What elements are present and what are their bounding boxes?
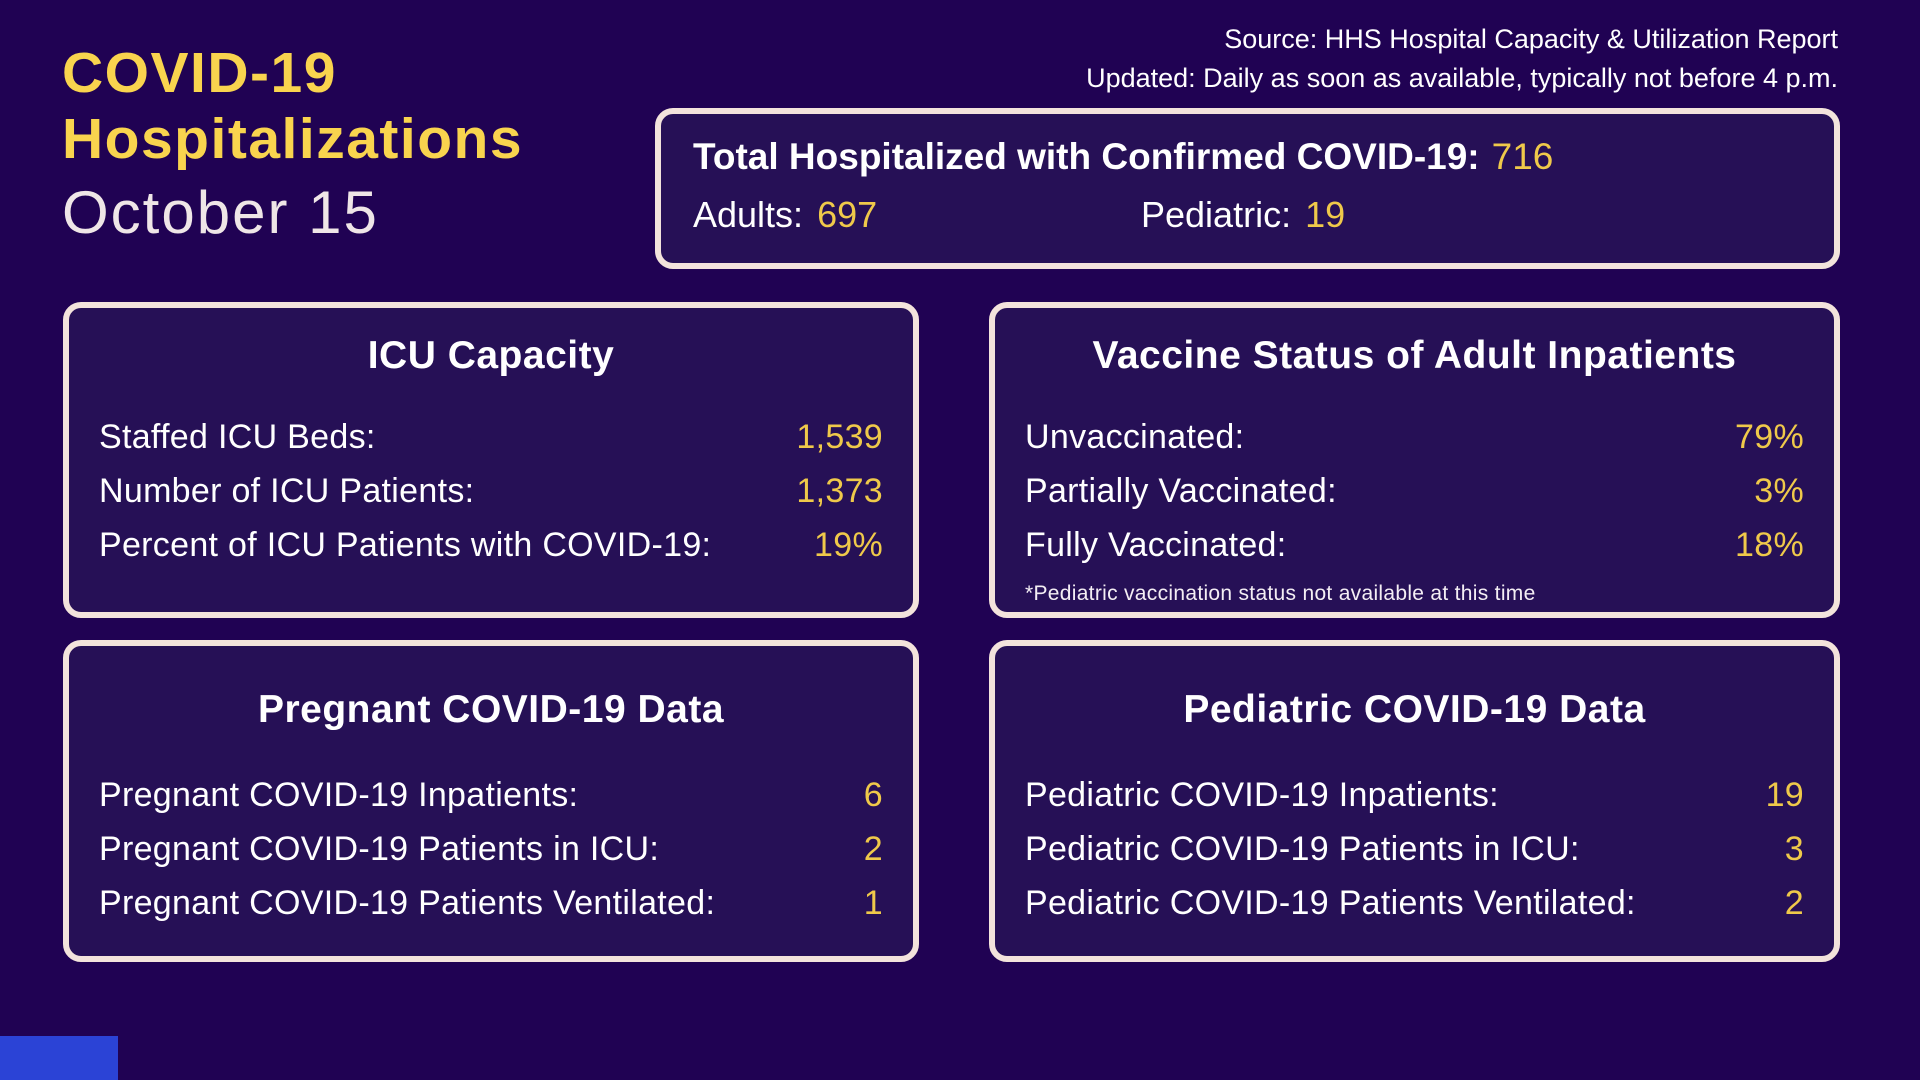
stat-row: Pediatric COVID-19 Inpatients: 19 xyxy=(1025,776,1804,830)
stat-row: Pregnant COVID-19 Patients in ICU: 2 xyxy=(99,830,883,884)
stat-label: Staffed ICU Beds: xyxy=(99,418,376,456)
stat-value: 2 xyxy=(863,830,883,868)
vaccine-panel-title: Vaccine Status of Adult Inpatients xyxy=(1092,334,1737,377)
stat-value: 1 xyxy=(863,884,883,922)
total-hospitalized-label: Total Hospitalized with Confirmed COVID-… xyxy=(693,136,1480,177)
stat-label: Pregnant COVID-19 Patients in ICU: xyxy=(99,830,660,868)
stat-row: Number of ICU Patients: 1,373 xyxy=(99,472,883,526)
stat-row: Percent of ICU Patients with COVID-19: 1… xyxy=(99,526,883,580)
stat-label: Fully Vaccinated: xyxy=(1025,526,1287,564)
stat-label: Pediatric COVID-19 Patients Ventilated: xyxy=(1025,884,1636,922)
pediatric-stat: Pediatric: 19 xyxy=(1141,194,1345,236)
stat-value: 79% xyxy=(1735,418,1804,456)
icu-panel-title: ICU Capacity xyxy=(367,334,615,377)
pediatric-value: 19 xyxy=(1305,194,1346,235)
total-hospitalized-value: 716 xyxy=(1491,136,1554,177)
stat-row: Unvaccinated: 79% xyxy=(1025,418,1804,472)
vaccine-footnote: *Pediatric vaccination status not availa… xyxy=(1025,582,1536,605)
adults-stat: Adults: 697 xyxy=(693,194,1141,236)
page-title-line2: Hospitalizations xyxy=(62,107,524,172)
stat-value: 19% xyxy=(814,526,883,564)
pediatric-data-panel: Pediatric COVID-19 Data Pediatric COVID-… xyxy=(989,640,1840,962)
stat-label: Number of ICU Patients: xyxy=(99,472,475,510)
stat-value: 6 xyxy=(863,776,883,814)
vaccine-status-panel: Vaccine Status of Adult Inpatients Unvac… xyxy=(989,302,1840,618)
stat-label: Pregnant COVID-19 Patients Ventilated: xyxy=(99,884,716,922)
stat-label: Unvaccinated: xyxy=(1025,418,1245,456)
stat-row: Pregnant COVID-19 Inpatients: 6 xyxy=(99,776,883,830)
stat-row: Pediatric COVID-19 Patients Ventilated: … xyxy=(1025,884,1804,938)
stat-row: Partially Vaccinated: 3% xyxy=(1025,472,1804,526)
page-title: COVID-19 Hospitalizations October 15 xyxy=(62,40,523,246)
adults-label: Adults: xyxy=(693,194,804,235)
stat-value: 2 xyxy=(1784,884,1804,922)
report-date: October 15 xyxy=(62,179,379,247)
pregnant-panel-title: Pregnant COVID-19 Data xyxy=(257,688,725,731)
pediatric-label: Pediatric: xyxy=(1141,194,1292,235)
stat-label: Pediatric COVID-19 Patients in ICU: xyxy=(1025,830,1580,868)
adults-value: 697 xyxy=(817,194,878,235)
page-title-line1: COVID-19 xyxy=(62,41,337,105)
stat-value: 18% xyxy=(1735,526,1804,564)
stat-row: Fully Vaccinated: 18% xyxy=(1025,526,1804,580)
stat-value: 3% xyxy=(1754,472,1804,510)
pediatric-panel-title: Pediatric COVID-19 Data xyxy=(1183,688,1646,731)
stat-label: Partially Vaccinated: xyxy=(1025,472,1337,510)
stat-row: Pediatric COVID-19 Patients in ICU: 3 xyxy=(1025,830,1804,884)
stat-value: 1,539 xyxy=(796,418,883,456)
stat-value: 3 xyxy=(1784,830,1804,868)
source-note: Source: HHS Hospital Capacity & Utilizat… xyxy=(1086,20,1838,98)
stat-label: Percent of ICU Patients with COVID-19: xyxy=(99,526,712,564)
stat-label: Pediatric COVID-19 Inpatients: xyxy=(1025,776,1499,814)
updated-line: Updated: Daily as soon as available, typ… xyxy=(1086,63,1838,94)
total-breakdown-row: Adults: 697 Pediatric: 19 xyxy=(693,194,1802,236)
vaccine-rows: Unvaccinated: 79% Partially Vaccinated: … xyxy=(1025,418,1804,580)
source-line: Source: HHS Hospital Capacity & Utilizat… xyxy=(1224,24,1838,54)
total-hospitalized-panel: Total Hospitalized with Confirmed COVID-… xyxy=(655,108,1840,269)
total-hospitalized-heading: Total Hospitalized with Confirmed COVID-… xyxy=(693,136,1802,178)
icu-rows: Staffed ICU Beds: 1,539 Number of ICU Pa… xyxy=(99,418,883,580)
pediatric-rows: Pediatric COVID-19 Inpatients: 19 Pediat… xyxy=(1025,776,1804,938)
pregnant-rows: Pregnant COVID-19 Inpatients: 6 Pregnant… xyxy=(99,776,883,938)
icu-capacity-panel: ICU Capacity Staffed ICU Beds: 1,539 Num… xyxy=(63,302,919,618)
stat-label: Pregnant COVID-19 Inpatients: xyxy=(99,776,579,814)
bottom-left-accent xyxy=(0,1036,118,1080)
stat-row: Staffed ICU Beds: 1,539 xyxy=(99,418,883,472)
stat-value: 1,373 xyxy=(796,472,883,510)
stat-row: Pregnant COVID-19 Patients Ventilated: 1 xyxy=(99,884,883,938)
pregnant-data-panel: Pregnant COVID-19 Data Pregnant COVID-19… xyxy=(63,640,919,962)
stat-value: 19 xyxy=(1765,776,1804,814)
